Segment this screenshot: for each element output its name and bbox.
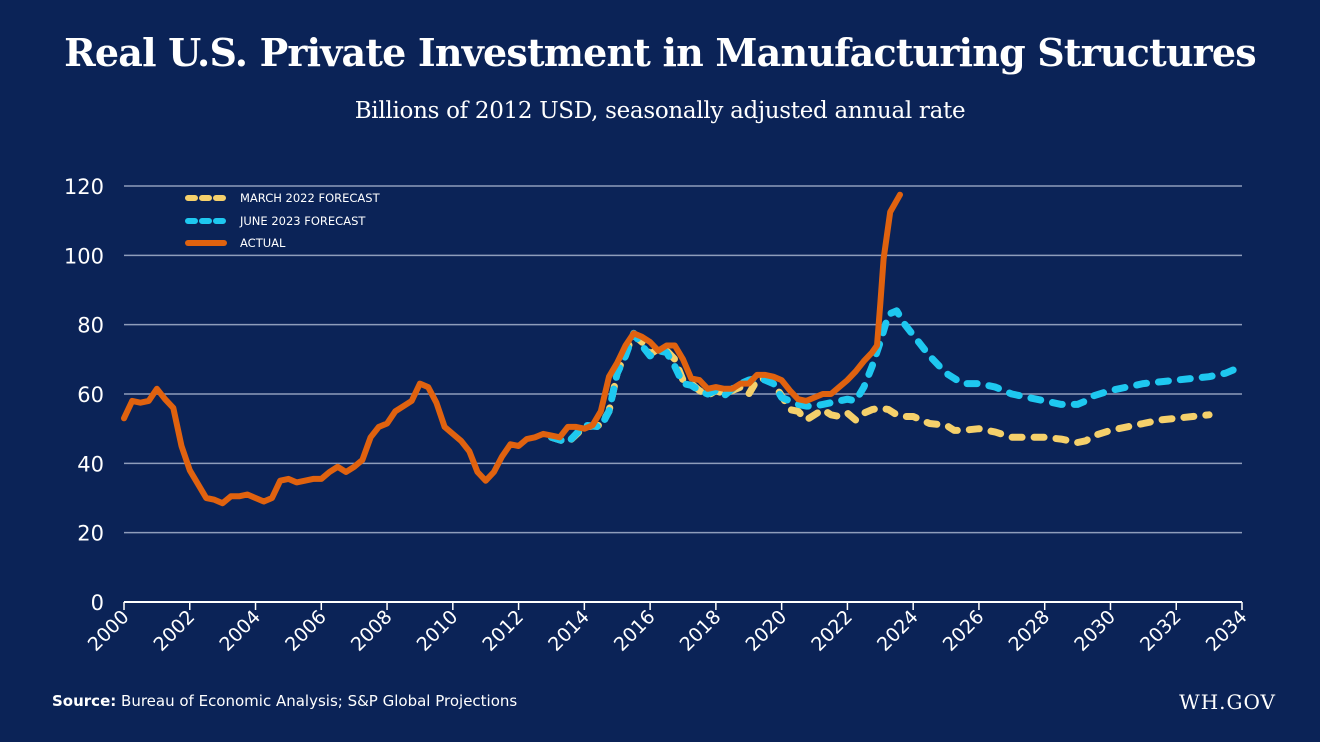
x-tick-label: 2022	[807, 606, 857, 656]
x-tick-label: 2028	[1004, 606, 1054, 656]
x-tick-label: 2020	[741, 606, 791, 656]
legend-label: JUNE 2023 FORECAST	[239, 214, 366, 228]
x-tick-label: 2034	[1202, 606, 1252, 656]
y-tick-label: 80	[77, 314, 104, 338]
legend-label: MARCH 2022 FORECAST	[240, 191, 381, 205]
chart-title: Real U.S. Private Investment in Manufact…	[64, 30, 1257, 75]
brand-logo: WH.GOV	[1179, 690, 1276, 714]
x-tick-label: 2012	[478, 606, 528, 656]
x-tick-label: 2014	[544, 606, 594, 656]
legend: MARCH 2022 FORECAST JUNE 2023 FORECAST ACT…	[185, 191, 381, 250]
x-tick-label: 2002	[150, 606, 200, 656]
y-tick-label: 100	[64, 244, 104, 268]
x-tick-label: 2006	[281, 606, 331, 656]
legend-item: MARCH 2022 FORECAST	[185, 191, 381, 205]
series-line-actual	[121, 191, 903, 507]
x-tick-label: 2004	[215, 606, 265, 656]
x-tick-label: 2026	[939, 606, 989, 656]
y-tick-label: 0	[91, 591, 104, 615]
x-tick-label: 2030	[1070, 606, 1120, 656]
y-tick-label: 120	[64, 175, 104, 199]
legend-label: ACTUAL	[240, 236, 286, 250]
x-tick-label: 2008	[347, 606, 397, 656]
chart-subtitle: Billions of 2012 USD, seasonally adjuste…	[354, 98, 966, 124]
y-tick-label: 20	[77, 522, 104, 546]
series-lines	[121, 191, 1246, 507]
y-tick-label: 40	[77, 452, 104, 476]
x-tick-label: 2016	[610, 606, 660, 656]
y-axis-ticks: 0 20 40 60 80 100 120	[64, 175, 104, 615]
source-text: Bureau of Economic Analysis; S&P Global …	[121, 692, 518, 710]
legend-item: JUNE 2023 FORECAST	[185, 214, 366, 228]
y-tick-label: 60	[77, 383, 104, 407]
x-tick-label: 2010	[413, 606, 463, 656]
x-axis: 2000 2002 2004 2006 2008 2010 2012 2014 2016 2018…	[84, 601, 1252, 656]
x-tick-label: 2024	[873, 606, 923, 656]
legend-item: ACTUAL	[185, 236, 286, 250]
x-tick-label: 2032	[1136, 606, 1186, 656]
source-note: Source: Bureau of Economic Analysis; S&P…	[52, 692, 517, 710]
gridlines	[124, 185, 1242, 534]
source-label: Source:	[52, 692, 117, 710]
x-tick-label: 2018	[676, 606, 726, 656]
